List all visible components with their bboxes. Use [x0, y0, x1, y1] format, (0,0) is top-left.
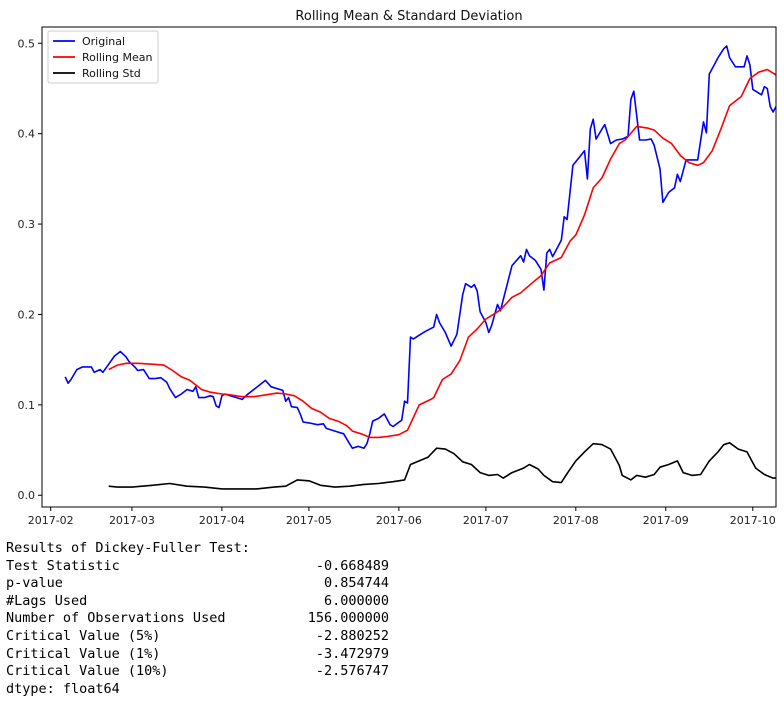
x-tick-label: 2017-03 [109, 514, 155, 527]
result-row: Critical Value (10%) -2.576747 [6, 663, 566, 681]
result-row: Critical Value (5%) -2.880252 [6, 628, 566, 646]
result-row: Test Statistic -0.668489 [6, 558, 566, 576]
series-group [64, 45, 776, 490]
result-row: Number of Observations Used 156.000000 [6, 610, 566, 628]
result-row: #Lags Used 6.000000 [6, 593, 566, 611]
chart-svg: Rolling Mean & Standard Deviation0.00.10… [18, 9, 777, 527]
dickey-fuller-results: Results of Dickey-Fuller Test: Test Stat… [6, 540, 566, 698]
x-tick-label: 2017-08 [553, 514, 599, 527]
result-name: #Lags Used [6, 592, 88, 609]
results-dtype: dtype: float64 [6, 680, 120, 697]
result-value: 0.854744 [323, 575, 389, 592]
y-tick-label: 0.5 [18, 37, 36, 50]
y-tick-label: 0.0 [18, 489, 36, 502]
x-tick-label: 2017-06 [376, 514, 422, 527]
result-value: 6.000000 [323, 592, 389, 609]
y-axis: 0.0 0.1 0.2 0.3 0.4 0.5 [18, 37, 42, 502]
result-value: -2.576747 [315, 663, 389, 680]
result-name: Number of Observations Used [6, 610, 226, 627]
plot-frame [41, 26, 777, 508]
series-line-rolling-std [108, 442, 776, 490]
legend-label: Rolling Mean [82, 51, 152, 64]
legend: Original Rolling Mean Rolling Std [47, 30, 159, 84]
y-tick-label: 0.4 [18, 128, 36, 141]
result-row: Critical Value (1%) -3.472979 [6, 646, 566, 664]
y-tick-label: 0.3 [18, 218, 36, 231]
rolling-stats-chart: Rolling Mean & Standard Deviation 0.0 0.1 0… [18, 9, 777, 527]
x-tick-label: 2017-05 [286, 514, 332, 527]
result-value: -2.880252 [315, 627, 389, 644]
x-axis: 2017-02 2017-03 2017-04 2017-05 2017-06 2017-… [28, 507, 776, 527]
legend-label: Rolling Std [82, 67, 141, 80]
chart-area: Rolling Mean & Standard Deviation 0.0 0.1 0… [18, 9, 777, 527]
result-value: -3.472979 [315, 645, 389, 662]
y-tick-label: 0.2 [18, 308, 36, 321]
x-tick-label: 2017-04 [199, 514, 245, 527]
legend-label: Original [82, 35, 125, 48]
result-name: Critical Value (5%) [6, 627, 161, 644]
x-tick-label: 2017-09 [643, 514, 689, 527]
series-line-original [64, 45, 776, 449]
result-value: 156.000000 [307, 610, 389, 627]
result-name: Critical Value (1%) [6, 645, 161, 662]
result-name: p-value [6, 575, 63, 592]
x-tick-label: 2017-07 [463, 514, 509, 527]
chart-title: Rolling Mean & Standard Deviation [295, 9, 522, 24]
results-rows: Test Statistic -0.668489 p-value 0.854744 … [6, 558, 566, 681]
result-name: Test Statistic [6, 557, 120, 574]
legend-box [47, 30, 159, 84]
series-line-rolling-mean [108, 68, 776, 439]
result-name: Critical Value (10%) [6, 663, 169, 680]
x-tick-label: 2017-10 [730, 514, 776, 527]
result-row: p-value 0.854744 [6, 575, 566, 593]
y-tick-label: 0.1 [18, 399, 36, 412]
x-tick-label: 2017-02 [28, 514, 74, 527]
result-value: -0.668489 [315, 557, 389, 574]
results-heading: Results of Dickey-Fuller Test: [6, 540, 250, 556]
